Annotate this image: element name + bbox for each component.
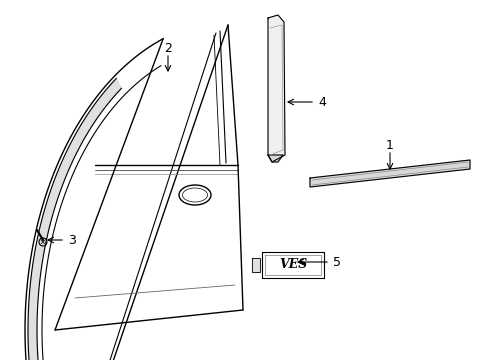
Polygon shape	[267, 155, 283, 162]
Polygon shape	[267, 15, 285, 162]
Text: 3: 3	[68, 234, 76, 247]
Ellipse shape	[179, 185, 210, 205]
Text: 1: 1	[385, 139, 393, 152]
Polygon shape	[262, 252, 324, 278]
Text: 2: 2	[164, 41, 172, 54]
Polygon shape	[251, 258, 260, 272]
Text: 5: 5	[332, 256, 340, 269]
Polygon shape	[28, 78, 121, 360]
Polygon shape	[309, 160, 469, 187]
Text: VES: VES	[278, 258, 306, 271]
Text: 4: 4	[317, 95, 325, 108]
